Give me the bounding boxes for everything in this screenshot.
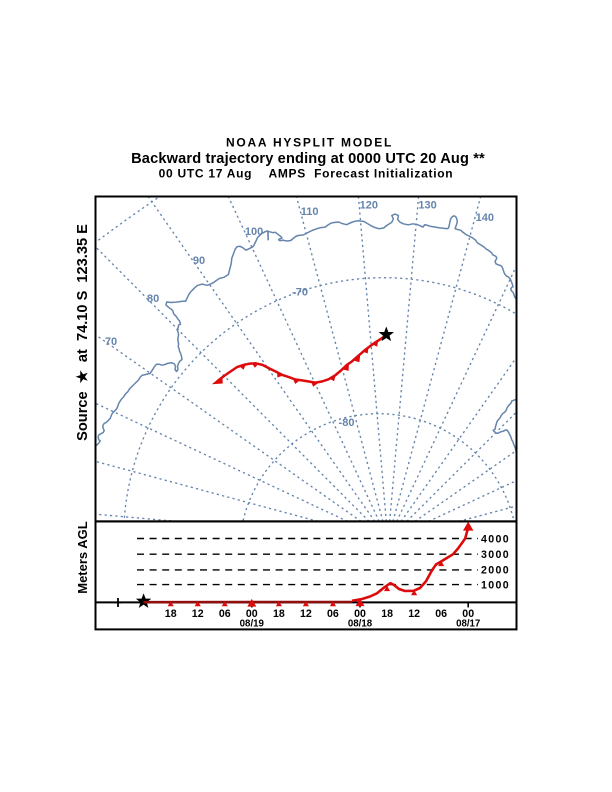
svg-text:00: 00 bbox=[354, 608, 366, 620]
svg-text:12: 12 bbox=[300, 608, 312, 620]
svg-text:06: 06 bbox=[219, 608, 231, 620]
svg-text:130: 130 bbox=[418, 200, 436, 212]
svg-text:120: 120 bbox=[360, 200, 378, 212]
svg-text:110: 110 bbox=[301, 206, 319, 218]
svg-text:12: 12 bbox=[192, 608, 204, 620]
svg-text:80: 80 bbox=[147, 293, 159, 305]
svg-text:08/18: 08/18 bbox=[348, 619, 373, 630]
svg-text:3000: 3000 bbox=[481, 549, 510, 561]
svg-text:08/17: 08/17 bbox=[456, 619, 480, 630]
svg-text:18: 18 bbox=[273, 608, 285, 620]
svg-text:-80: -80 bbox=[339, 417, 355, 429]
svg-text:-70: -70 bbox=[292, 287, 308, 299]
svg-text:70: 70 bbox=[105, 336, 117, 348]
svg-text:00: 00 bbox=[462, 608, 474, 620]
svg-text:140: 140 bbox=[476, 212, 494, 224]
svg-text:90: 90 bbox=[193, 255, 205, 267]
svg-text:2000: 2000 bbox=[481, 565, 510, 577]
svg-text:06: 06 bbox=[327, 608, 339, 620]
svg-text:100: 100 bbox=[245, 226, 263, 238]
svg-text:Backward trajectory ending at: Backward trajectory ending at 0000 UTC 2… bbox=[131, 151, 485, 167]
svg-text:18: 18 bbox=[381, 608, 393, 620]
svg-text:12: 12 bbox=[408, 608, 420, 620]
svg-text:18: 18 bbox=[165, 608, 177, 620]
svg-text:4000: 4000 bbox=[481, 533, 510, 545]
svg-text:NOAA HYSPLIT MODEL: NOAA HYSPLIT MODEL bbox=[226, 136, 393, 150]
svg-text:00 UTC 17 Aug AMPS Forecas: 00 UTC 17 Aug AMPS Forecast Initializati… bbox=[159, 167, 454, 181]
svg-text:Source ★ at 74.10 S 123.35: Source ★ at 74.10 S 123.35 E bbox=[75, 224, 91, 441]
svg-text:06: 06 bbox=[435, 608, 447, 620]
svg-text:Meters AGL: Meters AGL bbox=[75, 521, 90, 594]
svg-text:00: 00 bbox=[246, 608, 258, 620]
svg-text:1000: 1000 bbox=[481, 579, 510, 591]
svg-text:08/19: 08/19 bbox=[240, 619, 265, 630]
